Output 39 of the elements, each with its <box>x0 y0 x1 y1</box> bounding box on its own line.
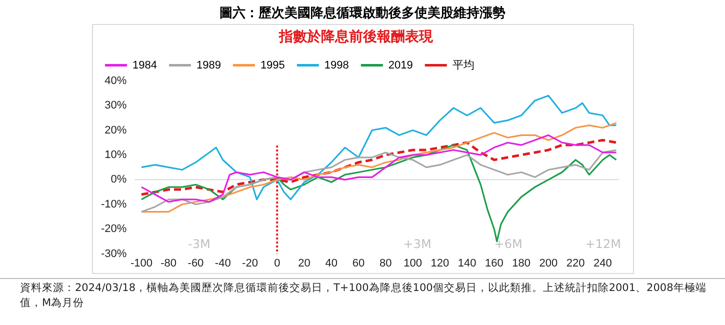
y-tick-label: 20% <box>104 124 127 136</box>
annotation: +12M <box>585 237 621 251</box>
x-tick-label: 200 <box>539 257 558 270</box>
y-tick-label: -10% <box>100 198 127 210</box>
x-tick-label: -100 <box>130 257 152 270</box>
x-tick-label: 220 <box>566 257 585 270</box>
x-tick-label: 60 <box>352 257 365 270</box>
chart-subtitle: 指數於降息前後報酬表現 <box>278 29 434 46</box>
legend-label: 2019 <box>388 59 413 72</box>
annotation: -3M <box>188 237 210 251</box>
x-tick-label: -20 <box>242 257 258 270</box>
y-tick-label: -30% <box>100 248 127 260</box>
x-tick-label: 120 <box>430 257 450 270</box>
legend-label: 1998 <box>324 59 349 72</box>
y-tick-label: 0% <box>110 174 127 186</box>
y-tick-label: -20% <box>100 223 127 236</box>
x-tick-label: -80 <box>160 257 177 270</box>
legend-label: 1984 <box>132 59 157 72</box>
x-tick-label: 140 <box>458 257 476 270</box>
y-tick-label: 10% <box>104 148 127 161</box>
x-tick-label: 100 <box>404 257 422 270</box>
source-note: 資料來源：2024/03/18，橫軸為美國歷次降息循環前後交易日，T+100為降息後100個交易日，以此類推。上述統計扣除2001、2008年極端值，M為月份 <box>0 278 725 311</box>
x-tick-label: -60 <box>188 257 204 270</box>
annotation: +6M <box>494 237 522 251</box>
legend-label: 1989 <box>196 59 221 72</box>
x-tick-label: 0 <box>274 257 280 270</box>
x-tick-label: 180 <box>512 257 530 270</box>
x-tick-label: -40 <box>214 257 231 270</box>
annotation: +3M <box>403 237 432 251</box>
chart-title: 圖六：歷次美國降息循環啟動後多使美股維持漲勢 <box>218 4 506 23</box>
legend-label: 平均 <box>452 59 474 72</box>
x-tick-label: 20 <box>298 257 310 270</box>
legend-label: 1995 <box>260 59 285 72</box>
x-tick-label: 160 <box>485 257 504 270</box>
y-tick-label: 30% <box>104 100 127 112</box>
y-tick-label: 40% <box>104 74 127 87</box>
x-tick-label: 80 <box>380 257 392 270</box>
x-tick-label: 40 <box>325 257 338 270</box>
x-tick-label: 240 <box>594 257 612 270</box>
